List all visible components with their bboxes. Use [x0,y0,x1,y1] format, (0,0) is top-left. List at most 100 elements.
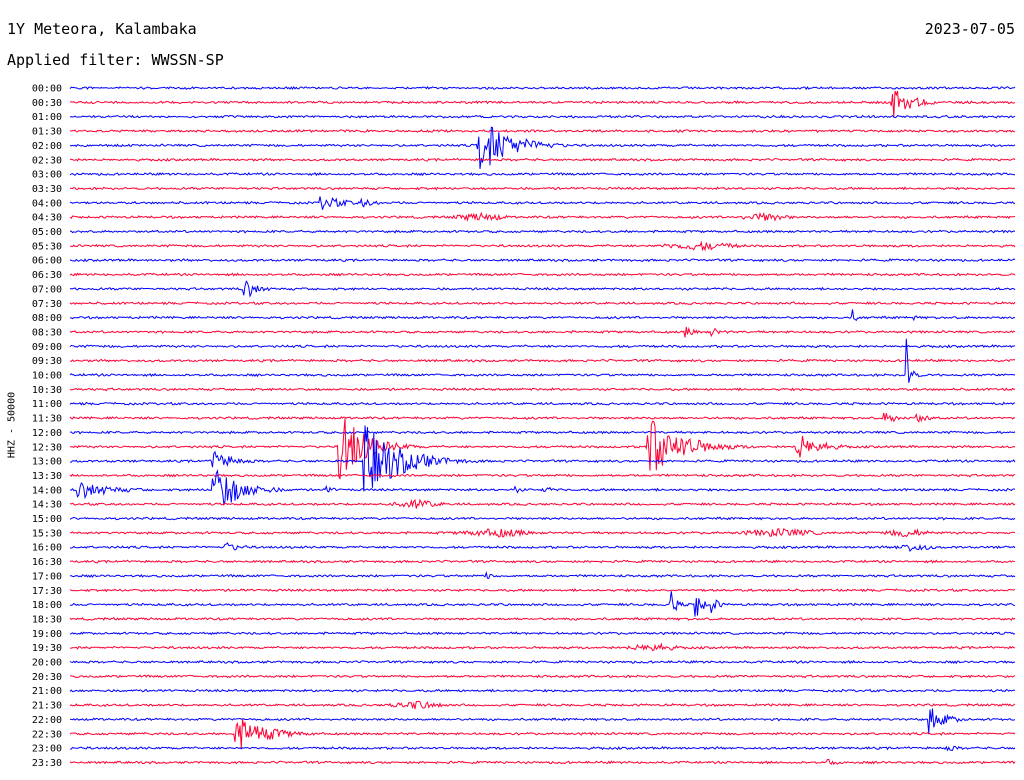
row-label: 19:30 [32,643,62,654]
row-label: 09:30 [32,356,62,367]
row-label: 07:00 [32,284,62,295]
trace-line [69,301,1016,306]
trace-line [69,358,1016,363]
trace-line [69,659,1016,665]
row-label: 01:00 [32,112,62,123]
trace-line [69,688,1016,693]
trace-line [69,196,1016,210]
trace-line [69,240,1016,252]
trace-line [69,172,1016,177]
trace-line [69,719,1016,749]
row-label: 12:00 [32,428,62,439]
row-label: 14:00 [32,485,62,496]
row-label: 06:30 [32,270,62,281]
row-label: 00:30 [32,98,62,109]
trace-line [69,469,1016,506]
row-label: 11:30 [32,414,62,425]
trace-line [69,412,1016,424]
row-label: 09:00 [32,342,62,353]
trace-line [69,128,1016,134]
trace-line [69,430,1016,435]
row-label: 05:30 [32,241,62,252]
row-label: 21:00 [32,686,62,697]
row-label: 05:00 [32,227,62,238]
row-label: 15:00 [32,514,62,525]
row-label: 19:00 [32,629,62,640]
row-label: 10:30 [32,385,62,396]
row-label: 12:30 [32,442,62,453]
trace-line [69,570,1016,579]
trace-line [69,708,1016,734]
row-label: 22:30 [32,729,62,740]
row-label: 16:00 [32,543,62,554]
trace-line [69,527,1016,538]
row-label: 10:00 [32,371,62,382]
row-label: 06:00 [32,256,62,267]
row-label: 03:00 [32,170,62,181]
trace-line [69,326,1016,338]
trace-line [69,642,1016,652]
trace-line [69,559,1016,564]
trace-line [69,473,1016,478]
date-label: 2023-07-05 [924,20,1015,38]
row-label: 17:30 [32,586,62,597]
trace-line [69,126,1016,169]
trace-line [69,758,1016,766]
row-label: 03:30 [32,184,62,195]
trace-line [69,229,1016,234]
row-label: 23:00 [32,744,62,755]
row-label: 18:00 [32,600,62,611]
filter-label: Applied filter: WWSSN-SP [7,51,224,69]
row-label: 15:30 [32,528,62,539]
row-label: 20:00 [32,658,62,669]
trace-line [69,387,1016,392]
row-label: 13:30 [32,471,62,482]
trace-line [69,425,1016,492]
trace-line [69,674,1016,679]
trace-line [69,401,1015,406]
trace-line [69,338,1016,383]
row-label: 11:00 [32,399,62,410]
row-label: 14:30 [32,500,62,511]
row-label: 17:00 [32,571,62,582]
trace-line [69,418,1016,480]
row-label: 08:30 [32,327,62,338]
trace-line [69,591,1016,617]
row-label: 07:30 [32,299,62,310]
trace-line [69,631,1016,636]
trace-line [69,157,1016,162]
row-label: 23:30 [32,758,62,769]
trace-line [69,542,1016,552]
trace-line [69,211,1016,222]
row-label: 04:30 [32,213,62,224]
station-title: 1Y Meteora, Kalambaka [7,20,197,38]
row-label: 22:00 [32,715,62,726]
row-label: 01:30 [32,127,62,138]
trace-line [69,498,1016,509]
trace-line [69,588,1016,593]
row-label: 21:30 [32,701,62,712]
row-label: 02:30 [32,155,62,166]
row-label: 00:00 [32,84,62,95]
row-label: 04:00 [32,198,62,209]
trace-line [69,272,1016,277]
trace-line [69,114,1016,119]
trace-line [69,700,1016,710]
trace-line [69,309,1016,322]
trace-line [69,186,1016,191]
row-label: 02:00 [32,141,62,152]
row-label: 13:00 [32,457,62,468]
trace-line [69,258,1016,263]
row-label: 18:30 [32,614,62,625]
trace-line [69,90,1016,118]
trace-line [69,280,1016,298]
trace-line [69,344,1016,349]
trace-line [69,516,1016,521]
row-label: 08:00 [32,313,62,324]
trace-line [69,85,1016,91]
trace-line [69,616,1016,622]
trace-line [69,745,1016,752]
row-label: 20:30 [32,672,62,683]
row-label: 16:30 [32,557,62,568]
